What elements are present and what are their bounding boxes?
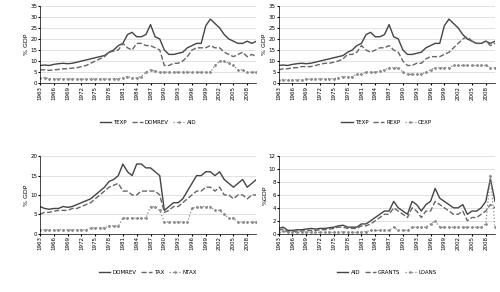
Y-axis label: % GDP: % GDP [24, 184, 29, 206]
Y-axis label: % GDP: % GDP [24, 34, 29, 55]
Y-axis label: %GDP: %GDP [262, 185, 268, 205]
Y-axis label: % GDP: % GDP [262, 34, 268, 55]
Legend: AID, GRANTS, LOANS: AID, GRANTS, LOANS [335, 268, 438, 277]
Legend: TEXP, DOMREV, AID: TEXP, DOMREV, AID [98, 117, 198, 127]
Legend: DOMREV, TAX, NTAX: DOMREV, TAX, NTAX [97, 268, 200, 277]
Legend: TEXP, REXP, CEXP: TEXP, REXP, CEXP [339, 117, 434, 127]
